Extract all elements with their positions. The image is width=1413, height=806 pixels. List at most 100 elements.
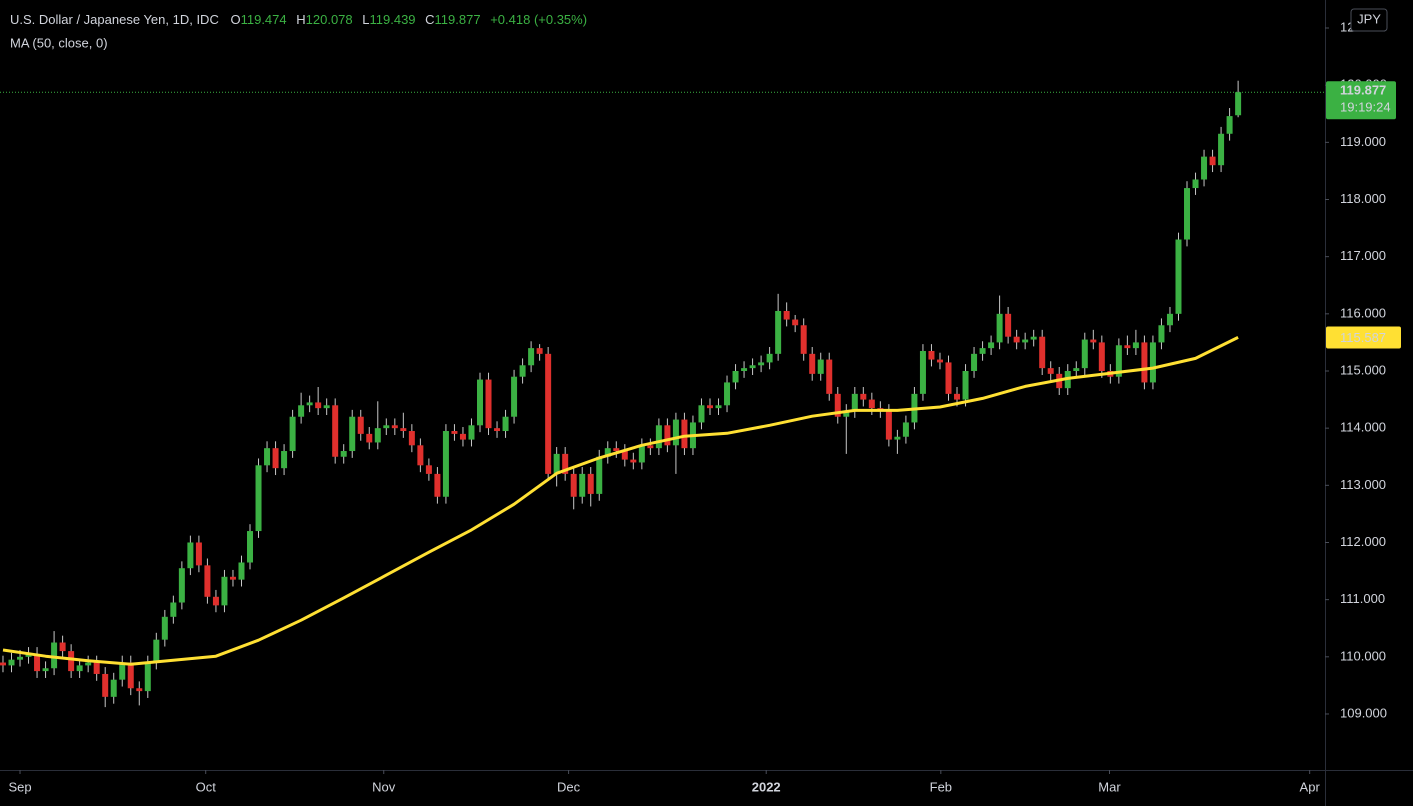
candle-body	[451, 431, 458, 434]
candle-body	[1175, 239, 1182, 314]
candle-body	[349, 416, 356, 452]
candle-body	[1030, 336, 1037, 340]
candle-body	[187, 542, 194, 569]
candle-body	[894, 436, 901, 440]
candle-body	[17, 656, 24, 660]
candle-body	[85, 662, 92, 666]
candle-body	[332, 405, 339, 457]
candle-body	[545, 353, 552, 474]
candle-body	[1022, 339, 1029, 343]
candle-body	[25, 653, 32, 657]
candle-body	[732, 370, 739, 383]
candle-body	[68, 651, 75, 672]
candle-body	[366, 433, 373, 443]
ohlc-value: 120.078	[306, 12, 353, 27]
moving-average-line	[2, 336, 1239, 666]
candle-body	[971, 353, 978, 371]
candle-body	[434, 473, 441, 497]
candle-body	[264, 448, 271, 466]
price-change: +0.418 (+0.35%)	[490, 12, 587, 27]
symbol-title: U.S. Dollar / Japanese Yen, 1D, IDC	[10, 12, 219, 27]
candle-body	[281, 451, 288, 469]
ohlc-letter: O	[230, 12, 240, 27]
candle-body	[851, 393, 858, 412]
candle-body	[919, 350, 926, 394]
candle-body	[1005, 313, 1012, 337]
candle-body	[672, 419, 679, 446]
candle-body	[212, 596, 219, 606]
candle-body	[51, 642, 58, 669]
candle-body	[587, 473, 594, 494]
candle-body	[868, 399, 875, 409]
y-tick-label: 109.000	[1340, 705, 1387, 720]
candle-body	[1090, 339, 1097, 343]
y-tick-label: 117.000	[1340, 248, 1386, 263]
candle-body	[775, 310, 782, 354]
candle-body	[749, 365, 756, 369]
candle-body	[136, 688, 143, 692]
candle-body	[42, 668, 49, 672]
candle-body	[0, 662, 6, 666]
y-tick-label: 114.000	[1340, 420, 1386, 435]
x-tick-label: Sep	[8, 779, 31, 794]
candle-body	[1047, 368, 1054, 374]
candle-body	[536, 348, 543, 354]
candle-body	[383, 425, 390, 429]
candle-body	[570, 473, 577, 497]
last-price-box	[1326, 81, 1396, 120]
candle-body	[945, 362, 952, 394]
candle-body	[298, 405, 305, 417]
candle-body	[698, 405, 705, 423]
candle-body	[1124, 345, 1131, 349]
y-tick-label: 113.000	[1340, 477, 1386, 492]
x-tick-label: 2022	[752, 779, 781, 794]
candle-body	[315, 402, 322, 409]
header: U.S. Dollar / Japanese Yen, 1D, IDC O 119…	[10, 12, 587, 27]
candle-body	[1073, 368, 1080, 371]
currency-label: JPY	[1357, 11, 1381, 26]
candle-body	[1132, 342, 1139, 349]
ohlc-value: 119.439	[370, 12, 416, 27]
candle-body	[1081, 339, 1088, 369]
candle-body	[724, 382, 731, 406]
candle-body	[511, 376, 518, 417]
candle-body	[400, 428, 407, 432]
y-tick-label: 115.000	[1340, 362, 1386, 377]
candle-body	[613, 448, 620, 452]
candle-body	[272, 448, 279, 469]
candle-body	[621, 451, 628, 460]
candle-body	[562, 453, 569, 474]
candle-body	[323, 405, 330, 409]
candle-body	[647, 445, 654, 449]
candle-body	[502, 416, 509, 432]
candle-body	[204, 565, 211, 597]
countdown-label: 19:19:24	[1340, 100, 1391, 115]
candle-body	[170, 602, 177, 617]
candle-body	[1201, 156, 1208, 180]
ohlc-letter: H	[296, 12, 305, 27]
candle-body	[1039, 336, 1046, 369]
last-price-label: 119.877	[1340, 83, 1386, 98]
ohlc-letter: C	[425, 12, 434, 27]
candle-body	[766, 353, 773, 363]
candle-body	[178, 568, 185, 603]
candle-body	[357, 416, 364, 434]
candle-body	[843, 411, 850, 417]
y-tick-label: 119.000	[1340, 134, 1386, 149]
candle-body	[758, 362, 765, 366]
candle-body	[127, 662, 134, 689]
candle-body	[255, 465, 262, 532]
candle-body	[928, 350, 935, 360]
candle-body	[1115, 345, 1122, 377]
candle-body	[792, 319, 799, 326]
candle-body	[800, 325, 807, 354]
indicator-legend: MA (50, close, 0)	[10, 35, 108, 50]
x-tick-label: Mar	[1098, 779, 1121, 794]
y-tick-label: 110.000	[1340, 648, 1386, 663]
candle-body	[988, 342, 995, 349]
candle-body	[76, 665, 83, 672]
candle-body	[238, 562, 245, 580]
candle-body	[817, 359, 824, 374]
